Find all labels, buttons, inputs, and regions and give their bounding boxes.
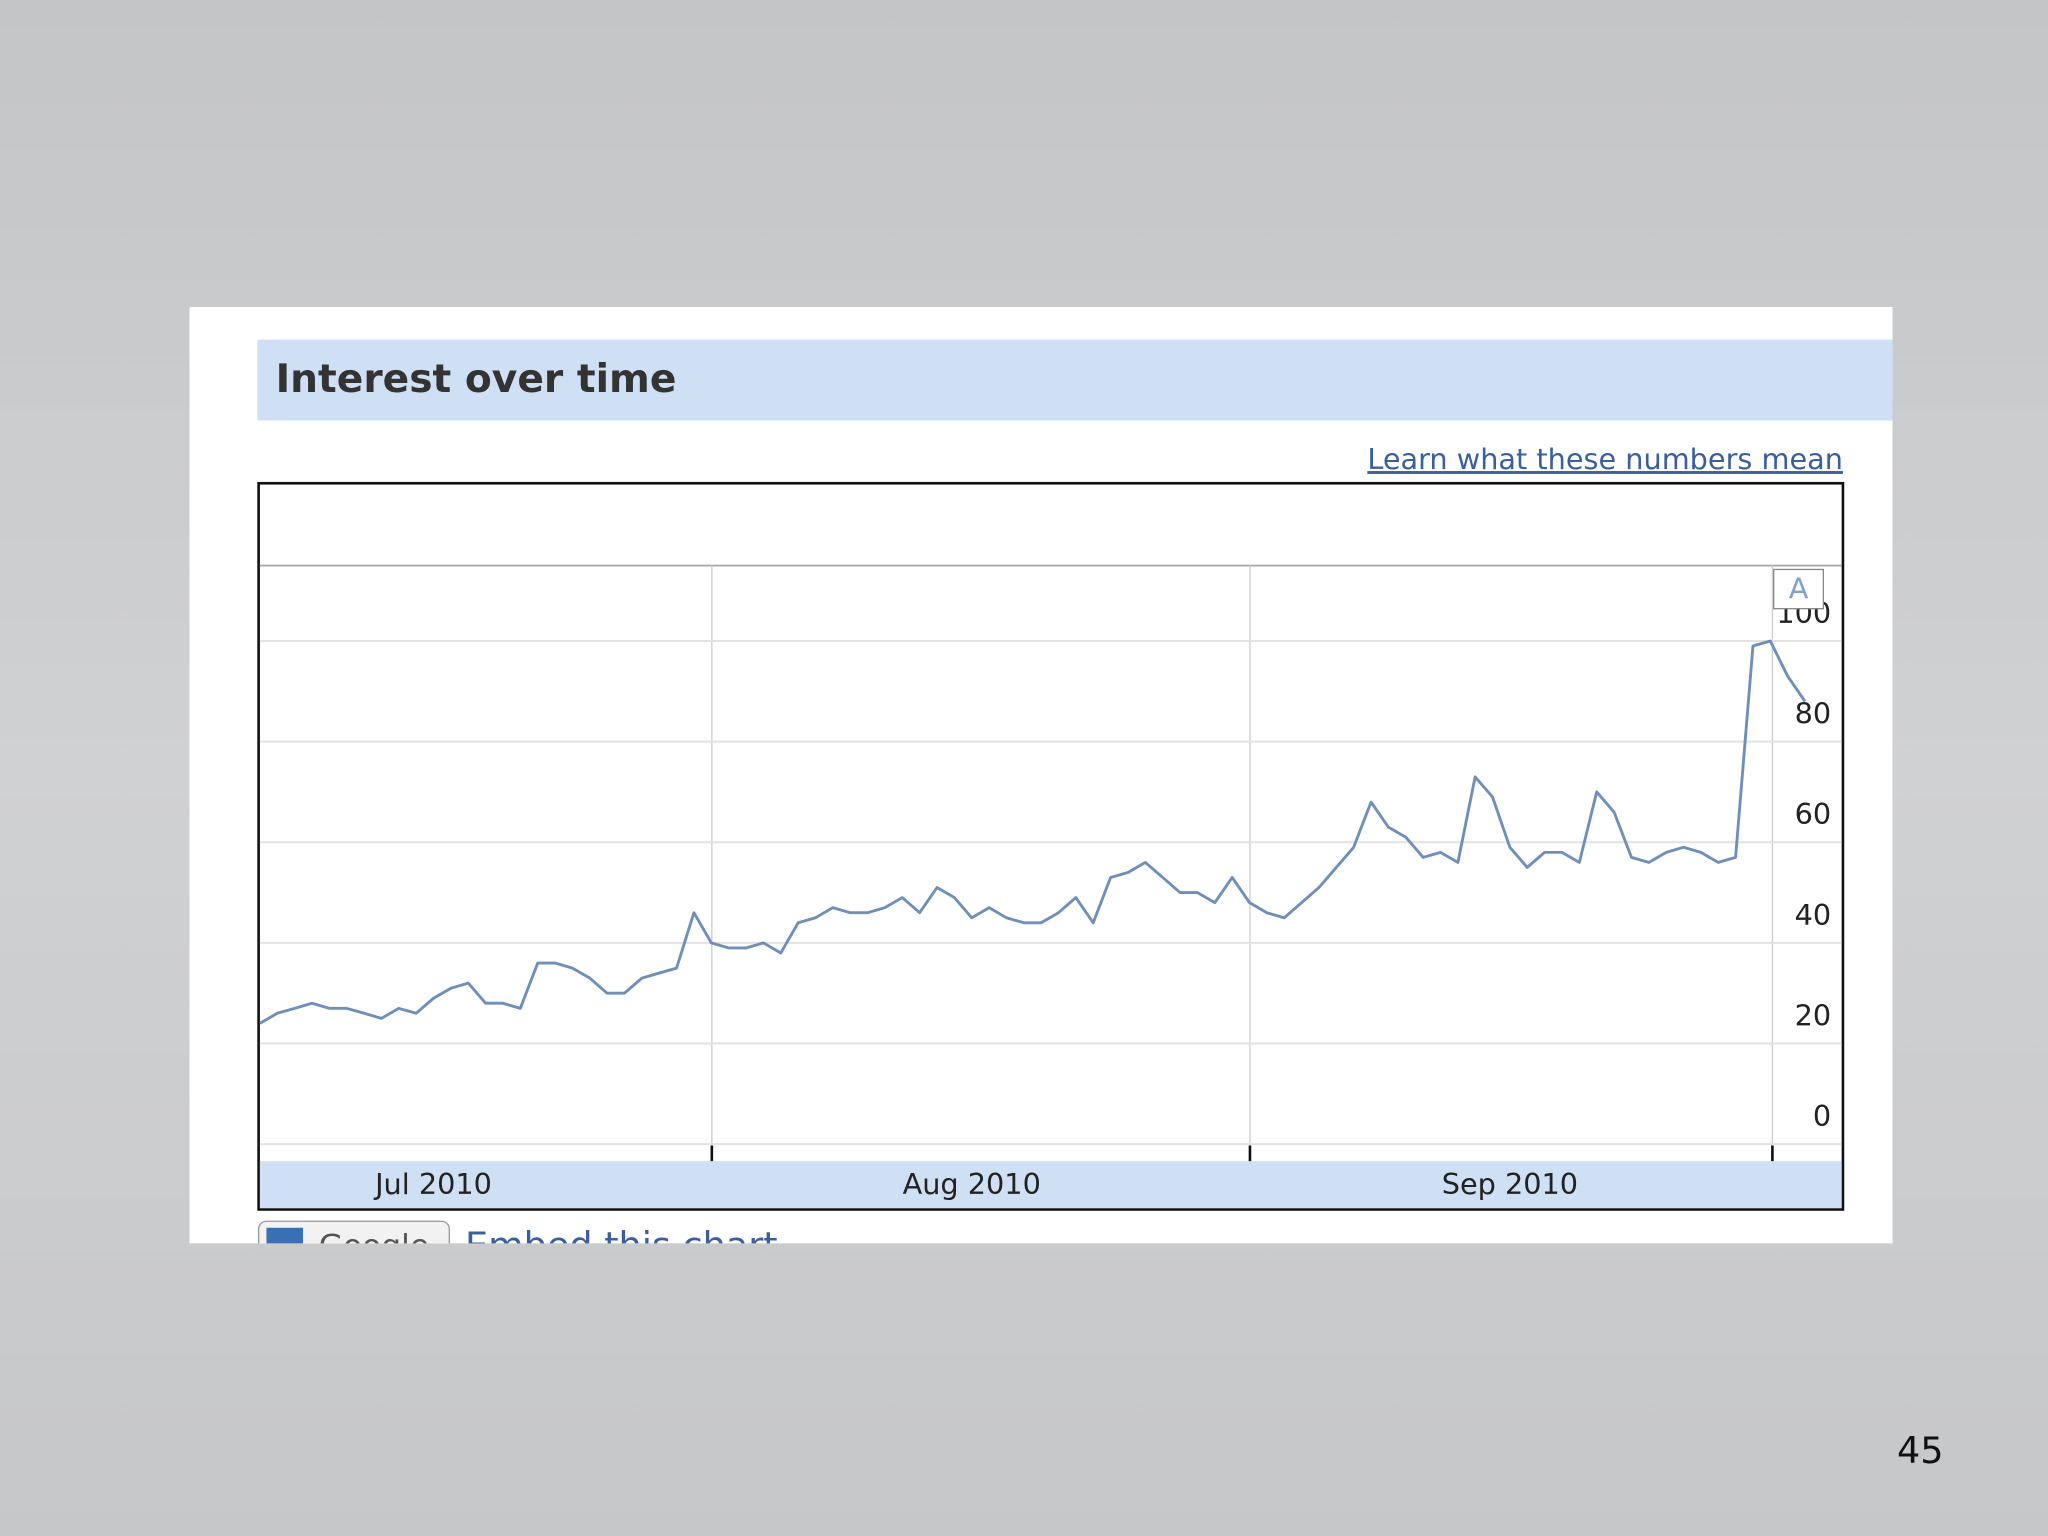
trend-line	[259, 639, 1807, 1025]
chart-frame	[257, 481, 1845, 1211]
annotation[interactable]: A	[1789, 571, 1809, 605]
button-icon	[266, 1227, 304, 1244]
x-tick-label: Aug 2010	[903, 1167, 1041, 1201]
chart-title: Interest over time	[276, 357, 677, 402]
google-button-label[interactable]: Google	[319, 1228, 429, 1264]
header-band	[257, 339, 1893, 421]
y-tick-label: 20	[1795, 998, 1832, 1032]
x-tick-label: Jul 2010	[373, 1167, 492, 1201]
annotation-box[interactable]	[1773, 568, 1824, 610]
slide-number: 45	[1897, 1429, 1944, 1472]
y-tick-label: 60	[1795, 797, 1832, 831]
x-axis-band	[259, 1161, 1842, 1209]
y-tick-label: 40	[1795, 898, 1832, 932]
y-tick-label: 80	[1795, 697, 1832, 731]
x-tick-label: Sep 2010	[1442, 1167, 1578, 1201]
embed-link[interactable]: Embed this chart	[465, 1224, 778, 1267]
y-tick-label: 0	[1813, 1099, 1831, 1133]
info-link[interactable]: Learn what these numbers mean	[1367, 442, 1843, 476]
google-button[interactable]	[257, 1220, 450, 1273]
